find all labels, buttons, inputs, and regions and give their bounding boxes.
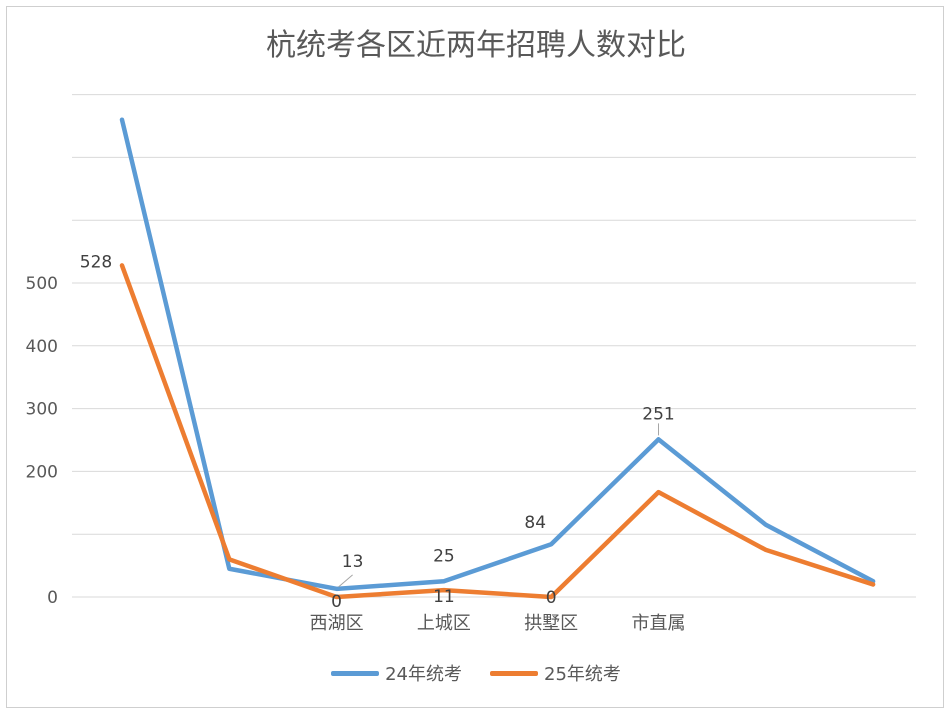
y-tick-label: 500: [26, 274, 58, 294]
data-label: 528: [80, 252, 112, 272]
legend-swatch-25: [490, 670, 538, 676]
data-label: 251: [642, 404, 674, 424]
series-line-25: [119, 263, 876, 600]
chart-title: 杭统考各区近两年招聘人数对比: [266, 28, 686, 63]
data-label: 0: [331, 592, 342, 612]
chart-legend: 24年统考 25年统考: [0, 660, 952, 686]
legend-swatch-24: [331, 670, 380, 676]
data-label: 84: [524, 513, 546, 533]
leader-line: [338, 574, 353, 588]
legend-label-24: 24年统考: [385, 664, 462, 685]
data-label: 25: [433, 546, 455, 566]
y-tick-label: 400: [26, 337, 58, 357]
data-label: 0: [546, 588, 557, 608]
legend-label-25: 25年统考: [544, 664, 621, 685]
x-category-label: 拱墅区: [524, 613, 578, 634]
data-label: 11: [433, 587, 455, 607]
y-tick-label: 200: [26, 462, 58, 482]
data-label: 13: [342, 552, 364, 572]
x-category-label: 西湖区: [310, 613, 364, 634]
y-tick-label: 300: [26, 400, 58, 420]
y-tick-label: 0: [47, 588, 58, 608]
legend-item-24: 24年统考: [331, 660, 462, 686]
x-category-label: 上城区: [417, 613, 471, 634]
series-line-24: [119, 117, 876, 592]
legend-item-25: 25年统考: [490, 660, 621, 686]
x-category-label: 市直属: [632, 613, 686, 634]
